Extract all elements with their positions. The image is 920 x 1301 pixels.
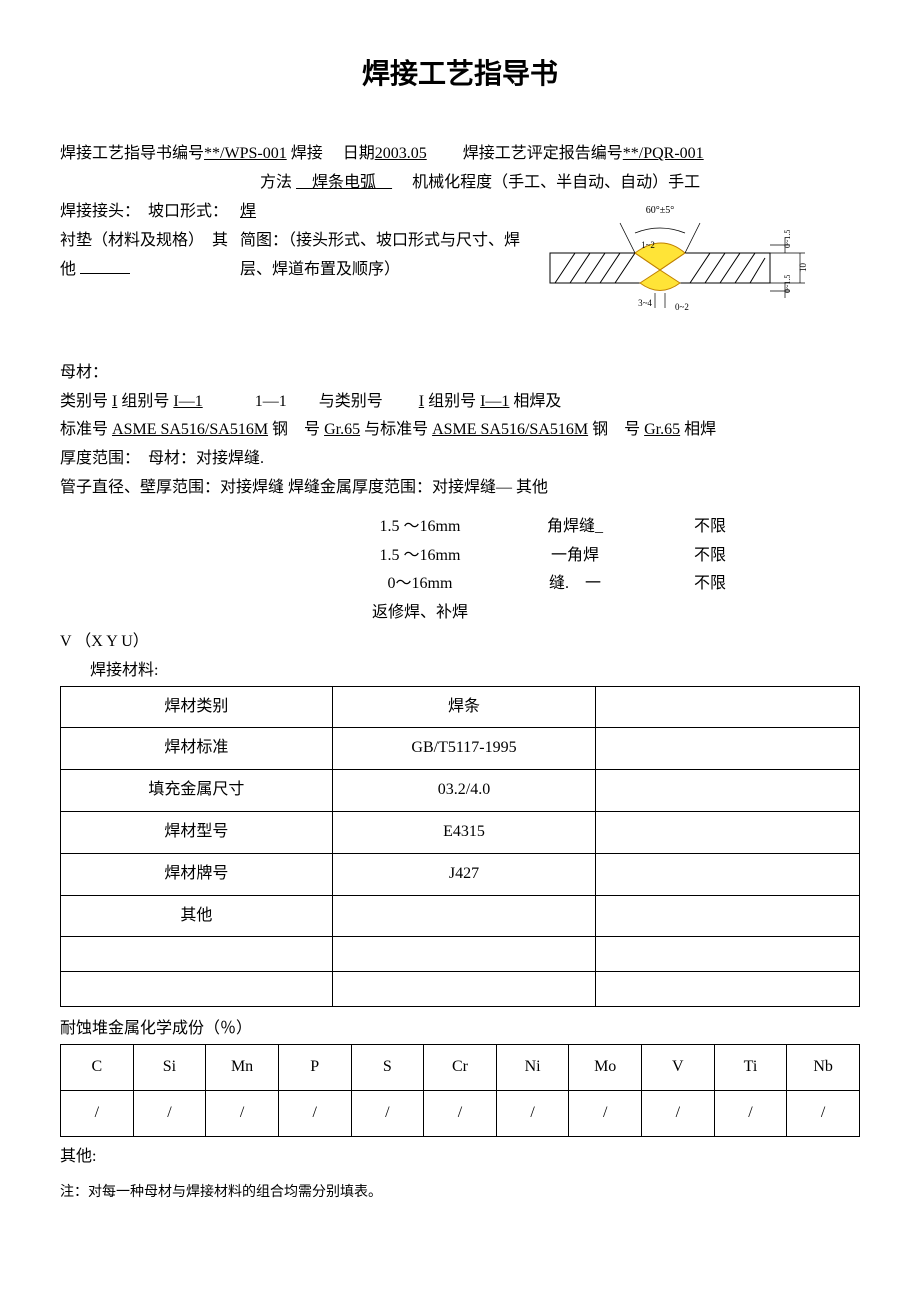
diagram-caption: 简图：（接头形式、坡口形式与尺寸、焊层、焊道布置及顺序） bbox=[240, 232, 520, 278]
dim-mid: 10 bbox=[798, 262, 808, 272]
chem-heading: 耐蚀堆金属化学成份（％） bbox=[60, 1015, 860, 1044]
dim-bot: 0~1.5 bbox=[783, 275, 792, 293]
vxyu-label: V （X Y U） bbox=[60, 628, 860, 657]
table-row: 焊材牌号J427 bbox=[61, 853, 860, 895]
weld-underline: 焊 bbox=[240, 203, 256, 220]
base-metal-line1: 类别号 I 组别号 I—1 1—1 与类别号 I 组别号 I—1 相焊及 bbox=[60, 388, 860, 417]
base-metal-line2: 标准号 ASME SA516/SA516M 钢 号 Gr.65 与标准号 ASM… bbox=[60, 416, 860, 445]
thickness-row: 返修焊、补焊 bbox=[60, 599, 860, 628]
header-block: 焊接工艺指导书编号**/WPS-001 焊接 日期2003.05 焊接工艺评定报… bbox=[60, 140, 860, 338]
table-row: 焊材标准GB/T5117-1995 bbox=[61, 728, 860, 770]
table-row bbox=[61, 937, 860, 972]
base-metal-line4: 管子直径、壁厚范围：对接焊缝 焊缝金属厚度范围：对接焊缝— 其他 bbox=[60, 474, 860, 503]
footnote: 注：对每一种母材与焊接材料的组合均需分别填表。 bbox=[60, 1180, 860, 1205]
date-value: 2003.05 bbox=[375, 145, 427, 162]
joint-left-block: 焊接接头： 坡口形式： 衬垫（材料及规格） 其他 bbox=[60, 198, 240, 284]
document-title: 焊接工艺指导书 bbox=[60, 50, 860, 100]
thickness-row: 0〜16mm缝. 一不限 bbox=[60, 570, 860, 599]
weld-material-table: 焊材类别焊条焊材标准GB/T5117-1995填充金属尺寸03.2/4.0焊材型… bbox=[60, 686, 860, 1008]
pqr-value: **/PQR-001 bbox=[623, 145, 704, 162]
table-row: 焊材类别焊条 bbox=[61, 686, 860, 728]
table-row: /////////// bbox=[61, 1090, 860, 1136]
table-row: 填充金属尺寸03.2/4.0 bbox=[61, 770, 860, 812]
gap-label: 0~2 bbox=[675, 302, 689, 312]
mech-label: 机械化程度（手工、半自动、自动）手工 bbox=[412, 174, 700, 191]
base-metal-heading: 母材： bbox=[60, 359, 860, 388]
pqr-label: 焊接工艺评定报告编号 bbox=[463, 145, 623, 162]
table-row: 焊材型号E4315 bbox=[61, 811, 860, 853]
table-row: 其他 bbox=[61, 895, 860, 937]
header-line-1: 焊接工艺指导书编号**/WPS-001 焊接 日期2003.05 焊接工艺评定报… bbox=[60, 140, 860, 169]
thickness-row: 1.5 〜16mm角焊缝_不限 bbox=[60, 513, 860, 542]
layer-top-label: 1~2 bbox=[641, 240, 655, 250]
weld-word: 焊接 bbox=[291, 145, 323, 162]
joint-diagram: 60°±5° 1~2 3~4 0~2 0~1.5 10 0~1.5 bbox=[540, 198, 820, 339]
table-row bbox=[61, 972, 860, 1007]
other-label: 其他: bbox=[60, 1143, 860, 1172]
base-metal-section: 母材： 类别号 I 组别号 I—1 1—1 与类别号 I 组别号 I—1 相焊及… bbox=[60, 359, 860, 503]
wps-value: **/WPS-001 bbox=[204, 145, 287, 162]
method-label: 方法 bbox=[260, 174, 292, 191]
wps-label: 焊接工艺指导书编号 bbox=[60, 145, 204, 162]
layer-bot-label: 3~4 bbox=[638, 298, 652, 308]
thickness-row: 1.5 〜16mm一角焊不限 bbox=[60, 542, 860, 571]
date-label: 日期 bbox=[343, 145, 375, 162]
angle-label: 60°±5° bbox=[646, 205, 675, 216]
method-value: 焊条电弧 bbox=[296, 174, 392, 191]
header-line-2: 方法 焊条电弧 机械化程度（手工、半自动、自动）手工 bbox=[60, 169, 860, 198]
dim-top: 0~1.5 bbox=[783, 230, 792, 248]
thickness-block: 1.5 〜16mm角焊缝_不限1.5 〜16mm一角焊不限0〜16mm缝. 一不… bbox=[60, 513, 860, 628]
chem-table: CSiMnPSCrNiMoVTiNb/////////// bbox=[60, 1044, 860, 1137]
table-header-row: CSiMnPSCrNiMoVTiNb bbox=[61, 1045, 860, 1091]
joint-mid-block: 焊 简图：（接头形式、坡口形式与尺寸、焊层、焊道布置及顺序） bbox=[240, 198, 540, 284]
weld-mat-heading: 焊接材料: bbox=[60, 657, 860, 686]
base-metal-line3: 厚度范围： 母材：对接焊缝. bbox=[60, 445, 860, 474]
